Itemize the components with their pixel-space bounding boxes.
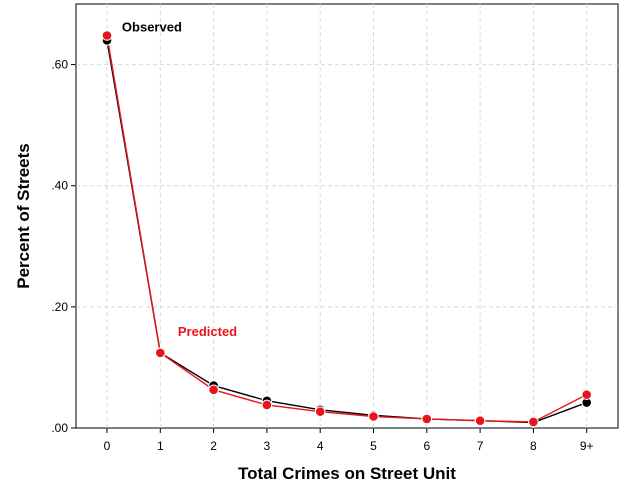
predicted-point (155, 347, 166, 359)
x-tick-label: 4 (317, 439, 324, 453)
predicted-point (101, 30, 113, 41)
predicted-point (474, 415, 486, 427)
x-tick-label: 2 (210, 439, 217, 453)
x-tick-label: 3 (264, 439, 271, 453)
x-tick-label: 8 (530, 439, 537, 453)
y-axis: .00 .20 .40 .60 (51, 58, 76, 435)
predicted-point (261, 399, 273, 411)
predicted-point (314, 406, 326, 417)
y-axis-title: Percent of Streets (14, 143, 33, 289)
y-tick-label: .40 (51, 179, 68, 193)
x-tick-label: 6 (423, 439, 430, 453)
x-axis-title: Total Crimes on Street Unit (238, 464, 456, 483)
predicted-annotation: Predicted (178, 324, 237, 339)
annotations: Observed Predicted (122, 19, 237, 339)
observed-annotation: Observed (122, 19, 182, 34)
y-tick-label: .60 (51, 58, 68, 72)
predicted-point (581, 389, 593, 400)
series-layer (101, 30, 593, 428)
x-tick-label: 5 (370, 439, 377, 453)
x-tick-label: 9+ (580, 439, 594, 453)
x-tick-label: 1 (157, 439, 164, 453)
x-axis: 0 1 2 3 4 5 6 7 8 9+ (104, 428, 594, 453)
predicted-point (528, 416, 539, 428)
predicted-point (208, 384, 219, 396)
y-tick-label: .00 (51, 421, 68, 435)
grid (76, 4, 618, 428)
predicted-point (368, 411, 379, 422)
x-tick-label: 7 (477, 439, 484, 453)
predicted-series-line (106, 35, 588, 423)
plot-area (75, 3, 619, 429)
y-tick-label: .20 (51, 300, 68, 314)
predicted-point (421, 413, 433, 425)
x-tick-label: 0 (104, 439, 111, 453)
